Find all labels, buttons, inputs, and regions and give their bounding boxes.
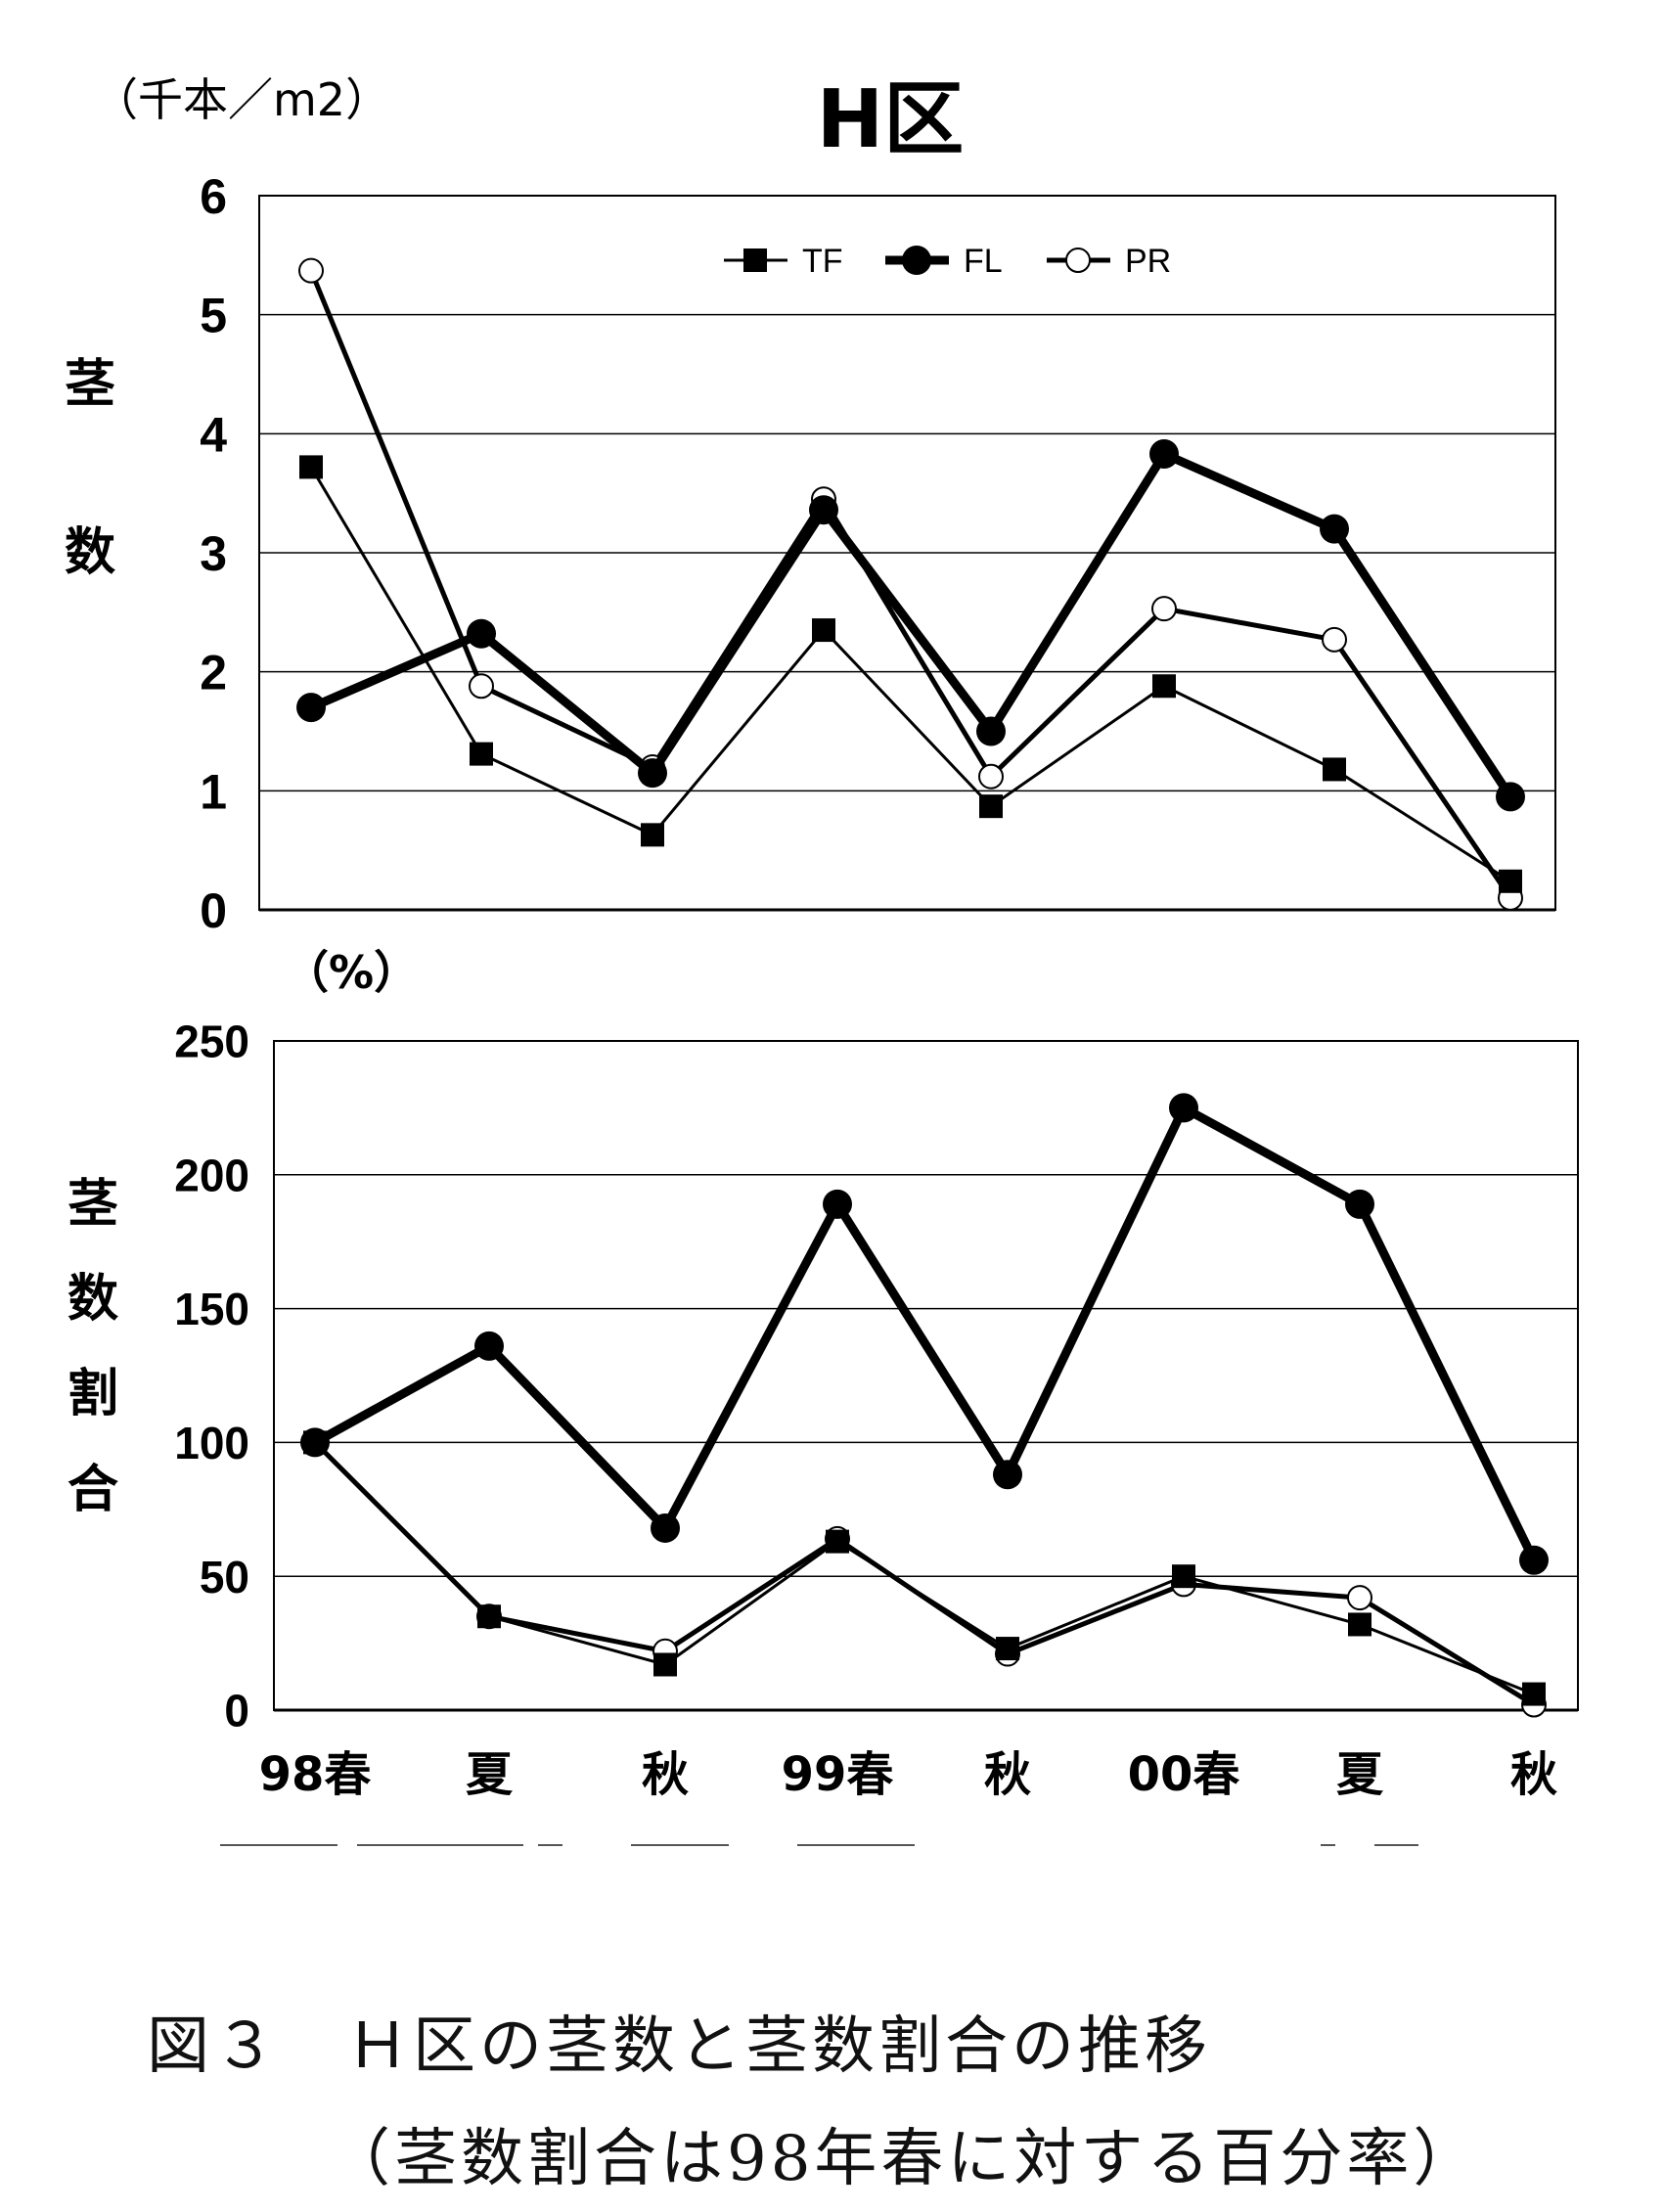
- data-point-pr: PR 98春: 5.37: [298, 257, 324, 284]
- y-tick-label: 6: [200, 169, 227, 224]
- data-point-fl: FL 98春: 100: [300, 1427, 330, 1458]
- x-tick-label: 99春: [782, 1747, 894, 1802]
- data-point-tf: TF 秋: 17: [653, 1652, 677, 1677]
- data-point-fl: FL 秋: 0.95: [1496, 782, 1525, 812]
- legend-label-tf: TF: [802, 243, 843, 280]
- y-tick-label: 150: [174, 1284, 249, 1334]
- data-point-tf: TF 99春: 2.35: [812, 618, 835, 643]
- data-point-tf: TF 夏: 35: [477, 1604, 501, 1629]
- series-line-fl: [312, 1103, 1539, 1562]
- x-tick-label: 夏: [1336, 1747, 1384, 1802]
- data-point-tf: TF 秋: 6: [1522, 1682, 1546, 1706]
- data-point-fl: FL 夏: 136: [474, 1331, 504, 1361]
- series-line-fl: [309, 449, 1514, 799]
- y-axis-label-char: 茎: [67, 1175, 118, 1234]
- data-point-tf: TF 秋: 0.63: [641, 823, 664, 847]
- data-point-fl: FL 夏: 189: [1345, 1189, 1374, 1219]
- data-point-fl: FL 秋: 1.15: [638, 758, 667, 789]
- y-axis-label-char: 数: [65, 523, 115, 582]
- legend-label-pr: PR: [1125, 243, 1171, 280]
- chart-title: H区: [817, 73, 965, 166]
- legend: TF FL PR: [724, 243, 1171, 280]
- y-unit-label: （%）: [284, 946, 419, 999]
- y-unit-label: （千本／m2）: [93, 73, 390, 126]
- y-axis-label-char: 割: [67, 1365, 118, 1423]
- y-tick-label: 4: [200, 407, 227, 462]
- y-tick-label: 100: [174, 1418, 249, 1468]
- y-tick-label: 3: [200, 526, 227, 581]
- data-point-pr: PR 秋: 1.12: [978, 763, 1004, 790]
- x-tick-label: 秋: [1510, 1747, 1557, 1802]
- data-point-fl: FL 秋: 88: [993, 1460, 1022, 1490]
- series-line-tf: [309, 466, 1511, 883]
- data-point-tf: TF 99春: 63: [826, 1529, 849, 1554]
- legend-marker-fl: [902, 246, 931, 275]
- data-point-fl: FL 00春: 3.83: [1149, 439, 1179, 470]
- data-point-tf: TF 00春: 1.88: [1152, 674, 1176, 699]
- y-tick-label: 200: [174, 1150, 249, 1200]
- y-tick-label: 0: [224, 1686, 249, 1737]
- legend-marker-pr: [1065, 248, 1091, 273]
- x-tick-label: 秋: [642, 1747, 689, 1802]
- y-tick-label: 50: [200, 1552, 249, 1603]
- y-tick-label: 1: [200, 764, 227, 819]
- x-tick-label: 98春: [259, 1747, 372, 1802]
- data-point-tf: TF 秋: 23: [996, 1637, 1019, 1661]
- y-tick-label: 0: [200, 883, 227, 938]
- data-point-fl: FL 98春: 1.7: [296, 693, 326, 723]
- stem-ratio-chart: 050100150200250（%）茎数割合98春夏秋 99春秋 00春夏秋PR 9…: [67, 946, 1579, 1802]
- data-point-fl: FL 99春: 189: [823, 1189, 852, 1219]
- data-point-tf: TF 秋: 0.24: [1499, 869, 1522, 893]
- y-axis-label-char: 数: [67, 1270, 118, 1329]
- data-point-pr: PR 00春: 2.53: [1151, 596, 1177, 622]
- data-point-tf: TF 00春: 50: [1172, 1564, 1195, 1589]
- data-point-fl: FL 夏: 3.2: [1320, 514, 1349, 544]
- legend-label-fl: FL: [964, 243, 1003, 280]
- series-line-pr: [308, 269, 1513, 900]
- legend-marker-tf: [743, 248, 767, 272]
- data-point-pr: PR 夏: 2.27: [1322, 626, 1347, 653]
- x-tick-label: 00春: [1128, 1747, 1240, 1802]
- figure-caption-note: （茎数割合は98年春に対する百分率）: [328, 2123, 1480, 2195]
- y-tick-label: 2: [200, 646, 227, 700]
- data-point-fl: FL 夏: 2.32: [467, 618, 496, 649]
- data-point-fl: FL 00春: 225: [1169, 1093, 1198, 1123]
- x-tick-label: 夏: [466, 1747, 514, 1802]
- data-point-fl: FL 秋: 1.5: [976, 716, 1006, 746]
- y-tick-label: 5: [200, 289, 227, 343]
- x-tick-label: 秋: [984, 1747, 1031, 1802]
- series-line-pr: [313, 1440, 1536, 1707]
- series-line-tf: [313, 1441, 1535, 1695]
- figure-caption: 図３ Ｈ区の茎数と茎数割合の推移: [147, 2010, 1211, 2083]
- data-point-fl: FL 99春: 3.36: [809, 495, 838, 525]
- data-point-tf: TF 秋: 0.87: [979, 794, 1003, 819]
- data-point-pr: PR 夏: 42: [1347, 1585, 1372, 1611]
- data-point-fl: FL 秋: 68: [651, 1512, 680, 1543]
- data-point-tf: TF 98春: 3.72: [299, 455, 323, 479]
- data-point-tf: TF 夏: 1.31: [470, 742, 493, 766]
- y-axis-label-char: 合: [67, 1461, 118, 1519]
- data-point-tf: TF 夏: 1.18: [1323, 757, 1346, 782]
- data-point-tf: TF 夏: 32: [1348, 1612, 1372, 1637]
- y-tick-label: 250: [174, 1016, 249, 1067]
- data-point-pr: PR 夏: 1.88: [469, 673, 494, 700]
- y-axis-label-char: 茎: [65, 355, 115, 414]
- data-point-fl: FL 秋: 56: [1519, 1545, 1549, 1575]
